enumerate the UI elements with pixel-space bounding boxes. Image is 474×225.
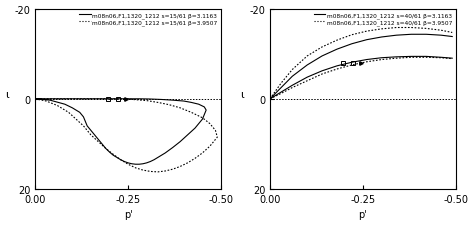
- X-axis label: p': p': [359, 209, 367, 219]
- X-axis label: p': p': [124, 209, 132, 219]
- Y-axis label: ι: ι: [240, 89, 244, 99]
- Legend: m08n06,F1,1320_1212 s=15/61 β=3.1163, m08n06,F1,1320_1212 s=15/61 β=3.9507: m08n06,F1,1320_1212 s=15/61 β=3.1163, m0…: [78, 12, 218, 26]
- Legend: m08n06,F1,1320_1212 s=40/61 β=3.1163, m08n06,F1,1320_1212 s=40/61 β=3.9507: m08n06,F1,1320_1212 s=40/61 β=3.1163, m0…: [313, 12, 453, 26]
- Y-axis label: ι: ι: [6, 89, 9, 99]
